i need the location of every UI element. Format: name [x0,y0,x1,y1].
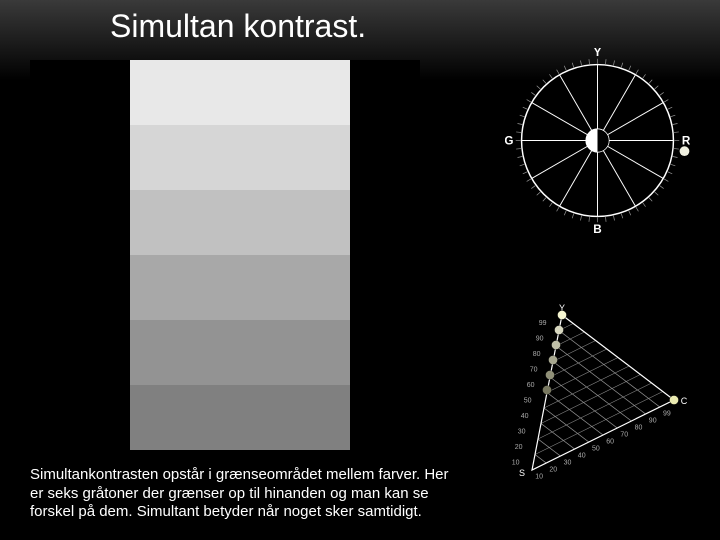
svg-text:80: 80 [533,351,541,358]
triangle-grid-diagram: YCS9990807060504030201010203040506070809… [502,300,692,490]
svg-text:10: 10 [535,474,543,481]
gray-band-6 [130,385,350,450]
gray-band-4 [130,255,350,320]
svg-text:20: 20 [515,444,523,451]
svg-text:R: R [682,134,690,147]
svg-text:20: 20 [549,467,557,474]
svg-text:90: 90 [649,418,657,425]
slide-title: Simultan kontrast. [110,8,366,45]
svg-text:50: 50 [524,397,532,404]
svg-text:60: 60 [527,382,535,389]
svg-text:99: 99 [539,320,547,327]
svg-text:40: 40 [521,413,529,420]
svg-text:B: B [593,223,601,233]
svg-text:C: C [681,396,688,406]
svg-text:Y: Y [594,48,602,59]
body-text: Simultankontrasten opstår i grænseområde… [30,466,460,522]
gray-band-3 [130,190,350,255]
svg-text:30: 30 [564,460,572,467]
svg-text:90: 90 [536,335,544,342]
svg-text:50: 50 [592,446,600,453]
svg-text:70: 70 [530,366,538,373]
svg-text:30: 30 [518,428,526,435]
gray-band-2 [130,125,350,190]
gray-band-1 [130,60,350,125]
svg-text:10: 10 [512,459,520,466]
gray-band-5 [130,320,350,385]
svg-text:60: 60 [606,439,614,446]
svg-text:99: 99 [663,411,671,418]
svg-text:S: S [519,468,525,478]
color-wheel-diagram: Y R B G [505,48,690,233]
gray-scale-figure [130,60,350,450]
svg-text:G: G [505,134,513,147]
svg-text:40: 40 [578,453,586,460]
svg-text:80: 80 [635,425,643,432]
svg-text:70: 70 [620,432,628,439]
